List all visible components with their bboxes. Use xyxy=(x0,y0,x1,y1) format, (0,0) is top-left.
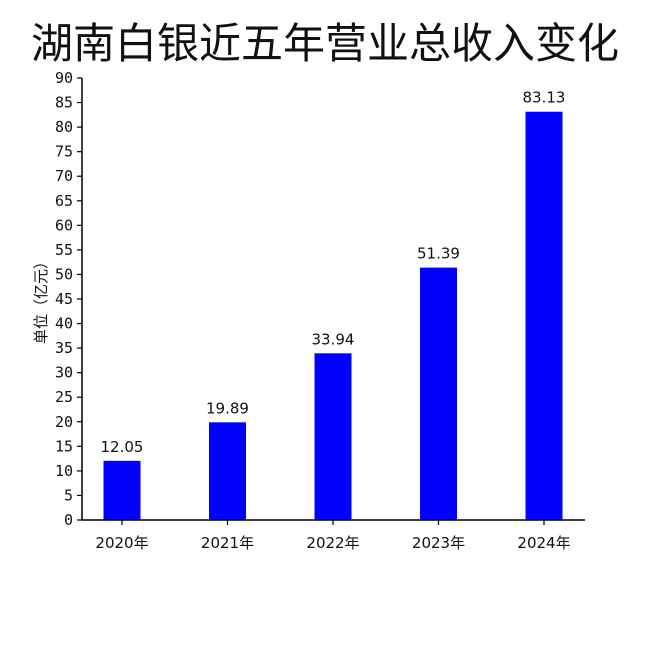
y-tick-label: 40 xyxy=(55,315,73,333)
y-tick-label: 5 xyxy=(64,486,73,504)
x-tick-label-4: 2023年 xyxy=(412,534,465,552)
y-tick-label: 60 xyxy=(55,216,73,234)
x-tick-label-3: 2022年 xyxy=(306,534,359,552)
y-axis-ticks: 0 5 10 15 20 25 30 35 40 45 50 55 60 65 70 75 80 85 90 xyxy=(55,69,82,529)
y-axis-title: 单位（亿元） xyxy=(32,254,50,344)
bar-4 xyxy=(420,267,457,520)
y-tick-label: 90 xyxy=(55,69,73,87)
y-tick-label: 15 xyxy=(55,437,73,455)
bars: 12.05 19.89 33.94 51.39 83.13 xyxy=(101,89,566,521)
x-tick-label-2: 2021年 xyxy=(201,534,254,552)
y-tick-label: 45 xyxy=(55,290,73,308)
x-axis-labels: 2020年 2021年 2022年 2023年 2024年 xyxy=(95,520,571,552)
y-tick-label: 85 xyxy=(55,94,73,112)
y-tick-label: 75 xyxy=(55,143,73,161)
bar-2 xyxy=(209,422,246,520)
bar-1 xyxy=(103,460,141,520)
data-label-2: 19.89 xyxy=(206,399,249,417)
y-tick-label: 70 xyxy=(55,167,73,185)
x-tick-label-5: 2024年 xyxy=(517,534,570,552)
y-tick-label: 20 xyxy=(55,413,73,431)
bar-5 xyxy=(525,111,563,521)
x-tick-label-1: 2020年 xyxy=(95,534,148,552)
data-label-5: 83.13 xyxy=(523,89,566,107)
data-label-4: 51.39 xyxy=(417,245,460,263)
y-tick-label: 50 xyxy=(55,265,73,283)
y-tick-label: 55 xyxy=(55,241,73,259)
y-axis-title-group: 单位（亿元） xyxy=(32,254,50,344)
data-label-1: 12.05 xyxy=(101,438,144,456)
data-label-3: 33.94 xyxy=(312,330,355,348)
y-tick-label: 65 xyxy=(55,192,73,210)
y-tick-label: 30 xyxy=(55,364,73,382)
y-tick-label: 35 xyxy=(55,339,73,357)
y-tick-label: 0 xyxy=(64,511,73,529)
bar-3 xyxy=(314,353,352,520)
chart-title: 湖南白银近五年营业总收入变化 xyxy=(30,19,619,68)
y-tick-label: 10 xyxy=(55,462,73,480)
y-tick-label: 25 xyxy=(55,388,73,406)
y-tick-label: 80 xyxy=(55,118,73,136)
